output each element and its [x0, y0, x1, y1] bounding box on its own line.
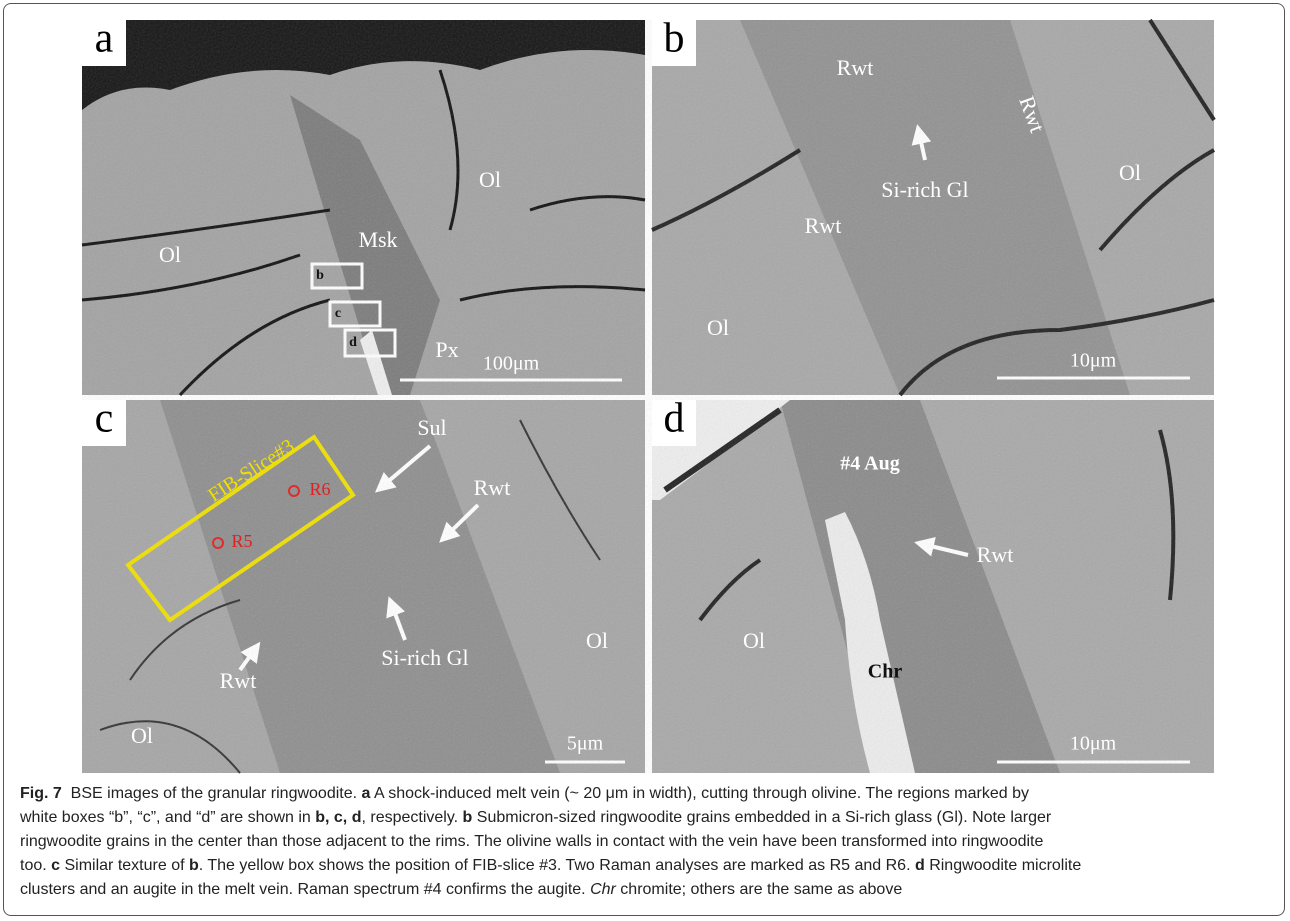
image-label: R6	[309, 479, 330, 499]
caption-text: b, c, d	[315, 809, 361, 826]
scale-bar-label: 100μm	[483, 353, 540, 375]
caption-text: clusters and an augite in the melt vein.…	[20, 881, 590, 898]
image-label: Rwt	[837, 55, 874, 80]
caption-text: c	[51, 857, 60, 874]
caption-line: white boxes “b”, “c”, and “d” are shown …	[20, 806, 1081, 830]
panel-letter: a	[95, 16, 114, 62]
caption-text: white boxes “b”, “c”, and “d” are shown …	[20, 809, 315, 826]
image-label: Rwt	[220, 668, 257, 693]
caption-text: ringwoodite grains in the center than th…	[20, 833, 1043, 850]
image-label: Si-rich Gl	[381, 645, 468, 670]
caption-text: chromite; others are the same as above	[616, 881, 902, 898]
image-label: Ol	[1119, 160, 1141, 185]
image-label: c	[335, 306, 341, 321]
image-label: Ol	[131, 723, 153, 748]
caption-text: Submicron-sized ringwoodite grains embed…	[472, 809, 1051, 826]
caption-text: Fig. 7	[20, 785, 62, 802]
grain-overlay	[82, 20, 1214, 773]
image-label: Msk	[358, 227, 397, 252]
caption-text: Ringwoodite microlite	[925, 857, 1082, 874]
image-label: #4 Aug	[840, 453, 899, 475]
image-label: Ol	[707, 315, 729, 340]
image-label: Rwt	[474, 475, 511, 500]
caption-text: . The yellow box shows the position of F…	[199, 857, 915, 874]
caption-text: b	[463, 809, 473, 826]
panel-letter: d	[664, 396, 685, 442]
caption-text: d	[915, 857, 925, 874]
image-label: Ol	[743, 628, 765, 653]
scale-bar-label: 10μm	[1070, 733, 1117, 755]
scale-bar-label: 5μm	[567, 733, 604, 755]
panel-letter: b	[664, 16, 685, 62]
image-label: d	[349, 335, 357, 350]
caption-text: BSE images of the granular ringwoodite.	[62, 785, 362, 802]
image-label: Ol	[586, 628, 608, 653]
caption-text: too.	[20, 857, 51, 874]
image-label: b	[316, 268, 324, 283]
caption-text: A shock-induced melt vein (~ 20 μm in wi…	[370, 785, 1029, 802]
image-label: R5	[231, 531, 252, 551]
caption-text: Chr	[590, 881, 616, 898]
panel-letter: c	[95, 396, 114, 442]
image-label: Chr	[868, 661, 903, 683]
caption-line: clusters and an augite in the melt vein.…	[20, 878, 1081, 902]
caption-text: Similar texture of	[60, 857, 189, 874]
image-label: Ol	[159, 242, 181, 267]
image-label: Sul	[417, 415, 446, 440]
scale-bar-label: 10μm	[1070, 350, 1117, 372]
caption: Fig. 7 BSE images of the granular ringwo…	[20, 782, 1081, 902]
image-label: Si-rich Gl	[881, 177, 968, 202]
caption-line: ringwoodite grains in the center than th…	[20, 830, 1081, 854]
image-label: Rwt	[977, 542, 1014, 567]
caption-text: , respectively.	[361, 809, 462, 826]
caption-text: b	[189, 857, 199, 874]
caption-line: Fig. 7 BSE images of the granular ringwo…	[20, 782, 1081, 806]
caption-line: too. c Similar texture of b. The yellow …	[20, 854, 1081, 878]
image-label: Px	[435, 337, 458, 362]
image-label: Rwt	[805, 213, 842, 238]
image-label: Ol	[479, 167, 501, 192]
